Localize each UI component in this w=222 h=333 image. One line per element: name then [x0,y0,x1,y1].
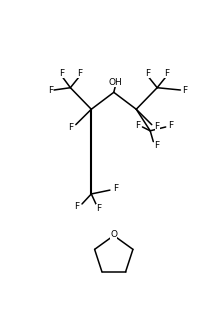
Text: F: F [59,69,64,78]
Text: F: F [77,69,82,78]
Text: F: F [113,184,118,193]
Text: F: F [145,69,151,78]
Text: OH: OH [109,78,122,87]
Text: F: F [154,141,159,150]
Text: F: F [135,121,140,130]
Text: F: F [164,69,169,78]
Text: F: F [155,122,160,131]
Text: F: F [48,86,53,95]
Text: F: F [74,202,79,211]
Text: F: F [182,86,187,95]
Text: O: O [110,230,117,239]
Text: F: F [97,204,102,213]
Text: F: F [69,123,74,132]
Text: F: F [168,121,173,130]
